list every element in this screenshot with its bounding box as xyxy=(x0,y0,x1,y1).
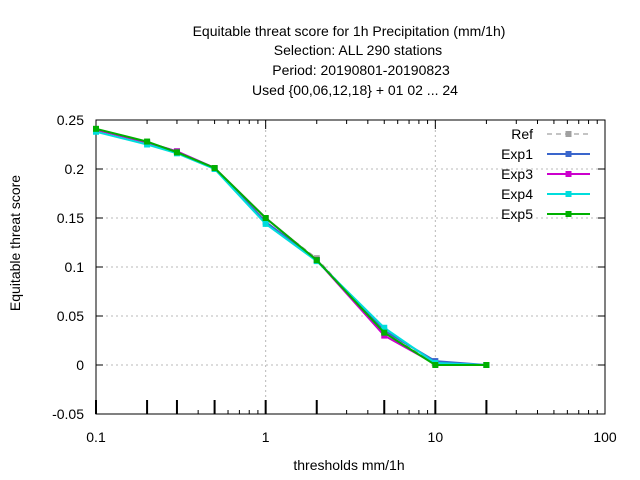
data-point xyxy=(173,149,180,156)
title-line-3: Period: 20190801-20190823 xyxy=(272,62,450,78)
data-point xyxy=(313,257,320,264)
series-line xyxy=(95,130,487,366)
y-tick-label: 0 xyxy=(76,357,84,373)
series-line xyxy=(95,128,487,366)
series-line xyxy=(95,127,487,366)
y-tick-label: 0.25 xyxy=(57,112,84,128)
y-tick-label: 0.05 xyxy=(57,308,84,324)
axis-ticks: -0.05 0 0.05 0.1 0.15 0.2 0.25 0.1 1 10 100 xyxy=(52,112,617,445)
y-tick-label: 0.2 xyxy=(65,161,85,177)
y-tick-label: 0.15 xyxy=(57,210,84,226)
x-tick-label: 100 xyxy=(593,429,617,445)
chart-title: Equitable threat score for 1h Precipitat… xyxy=(193,23,506,98)
legend-marker xyxy=(565,191,572,197)
title-line-4: Used {00,06,12,18} + 01 02 ... 24 xyxy=(252,82,458,98)
x-axis-label: thresholds mm/1h xyxy=(293,457,404,473)
data-point xyxy=(93,125,99,132)
series-ref xyxy=(93,126,490,368)
y-tick-label: 0.1 xyxy=(65,259,85,275)
series-line xyxy=(95,129,487,366)
legend-label: Ref xyxy=(511,126,533,142)
series-exp1 xyxy=(93,126,490,368)
data-point xyxy=(262,215,269,221)
legend-label: Exp3 xyxy=(501,166,533,182)
data-point xyxy=(432,362,439,368)
series-lines xyxy=(93,125,490,368)
series-line xyxy=(95,128,487,366)
grid-lines xyxy=(96,120,605,414)
data-point xyxy=(483,362,490,368)
legend-marker xyxy=(565,131,572,137)
x-tick-label: 10 xyxy=(428,429,444,445)
legend-marker xyxy=(565,211,572,217)
x-tick-label: 0.1 xyxy=(86,429,106,445)
title-line-2: Selection: ALL 290 stations xyxy=(274,42,442,58)
legend-label: Exp5 xyxy=(501,206,533,222)
data-point xyxy=(381,324,388,331)
data-point xyxy=(144,138,151,145)
data-point xyxy=(262,220,269,227)
legend-marker xyxy=(565,151,572,157)
data-point xyxy=(381,329,388,336)
y-tick-label: -0.05 xyxy=(52,406,84,422)
series-exp4 xyxy=(93,128,490,368)
data-point xyxy=(211,165,218,172)
x-tick-label: 1 xyxy=(262,429,270,445)
threshold-sample-marks xyxy=(95,400,488,414)
title-line-1: Equitable threat score for 1h Precipitat… xyxy=(193,23,506,39)
legend-marker xyxy=(565,171,572,177)
series-exp5 xyxy=(93,125,490,368)
y-axis-label: Equitable threat score xyxy=(7,175,23,311)
series-exp3 xyxy=(93,126,490,368)
legend-label: Exp1 xyxy=(501,146,533,162)
legend: Ref Exp1 Exp3 Exp4 Exp5 xyxy=(501,126,590,222)
legend-label: Exp4 xyxy=(501,186,533,202)
